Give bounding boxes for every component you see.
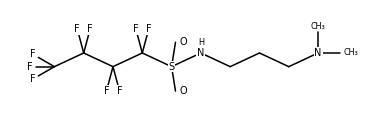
Text: F: F: [104, 86, 109, 96]
Text: F: F: [74, 24, 80, 34]
Text: F: F: [133, 24, 139, 34]
Text: CH₃: CH₃: [311, 22, 325, 31]
Text: CH₃: CH₃: [343, 49, 358, 57]
Text: F: F: [87, 24, 93, 34]
Text: F: F: [117, 86, 122, 96]
Text: N: N: [314, 48, 322, 58]
Text: O: O: [180, 86, 187, 96]
Text: S: S: [169, 62, 175, 72]
Text: F: F: [146, 24, 152, 34]
Text: N: N: [197, 48, 205, 58]
Text: H: H: [198, 38, 204, 47]
Text: F: F: [31, 74, 36, 84]
Text: O: O: [180, 37, 187, 47]
Text: F: F: [27, 62, 33, 72]
Text: F: F: [31, 50, 36, 59]
